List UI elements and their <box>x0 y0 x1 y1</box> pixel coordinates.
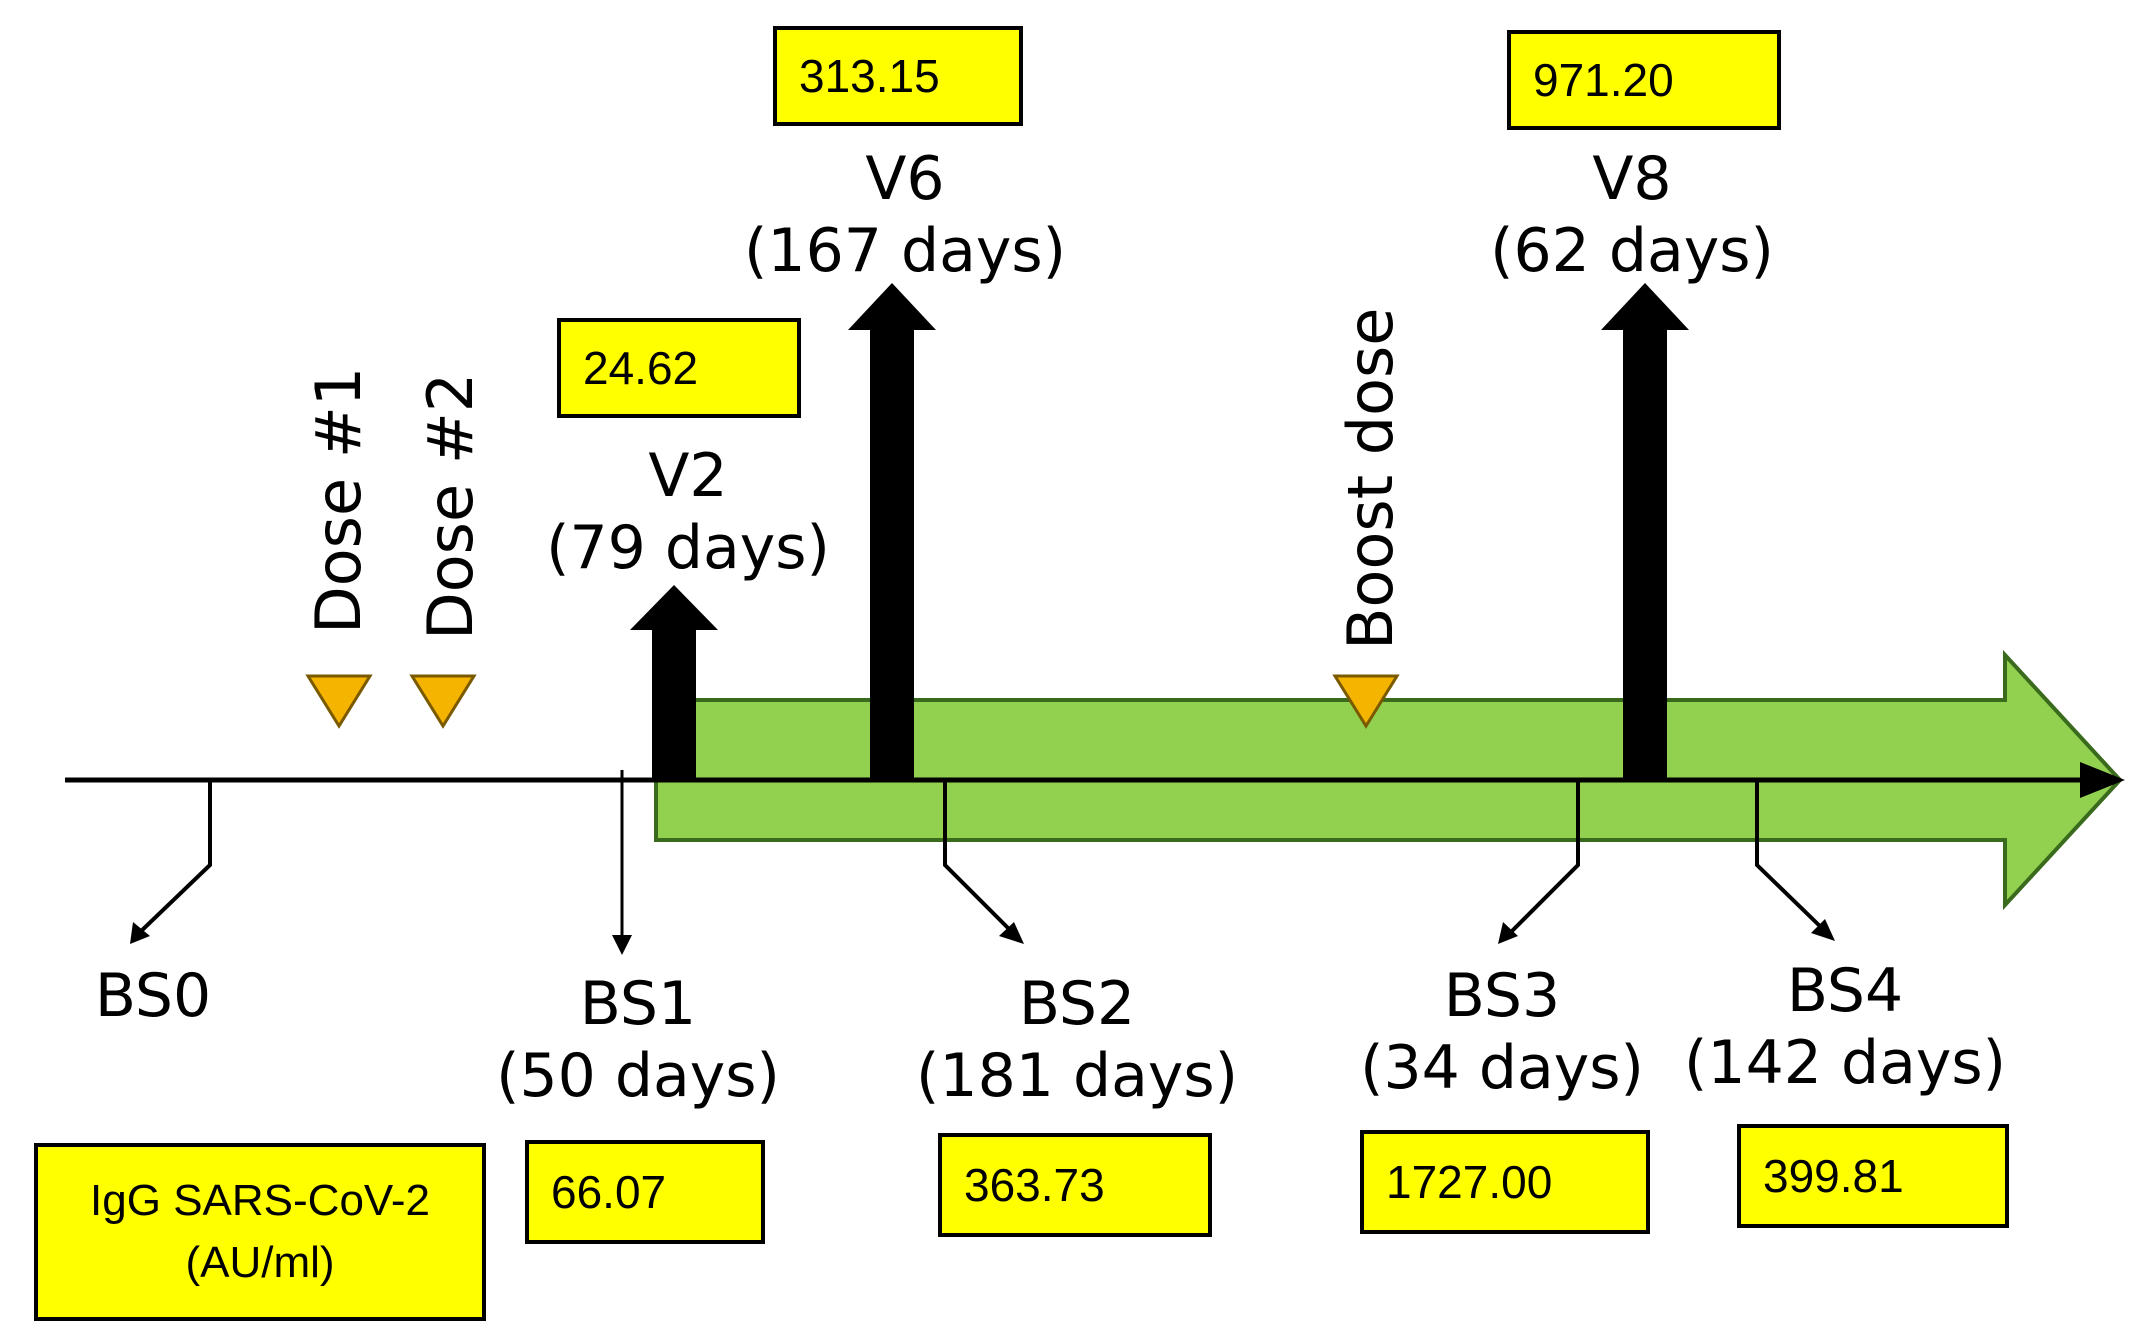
v6-label: V6 (167 days) <box>744 143 1066 287</box>
bs3-connector <box>1498 780 1580 944</box>
v8-value: 971.20 <box>1533 54 1674 106</box>
v2-label: V2 (79 days) <box>546 440 830 584</box>
v6-arrow <box>848 283 936 780</box>
bs0-label: BS0 <box>95 960 211 1032</box>
timeline-arrowhead <box>2080 762 2125 798</box>
bs4-value-box: 399.81 <box>1737 1124 2009 1228</box>
v8-value-box: 971.20 <box>1507 30 1781 130</box>
bs1-interval: (50 days) <box>496 1041 780 1111</box>
bs4-connector <box>1755 780 1835 941</box>
bs2-name: BS2 <box>1018 969 1136 1039</box>
bs2-value: 363.73 <box>964 1159 1105 1211</box>
bs1-connector <box>612 770 632 955</box>
legend-line-2: (AU/ml) <box>185 1238 335 1287</box>
bs4-name: BS4 <box>1786 956 1904 1026</box>
bs2-value-box: 363.73 <box>938 1133 1212 1237</box>
bs1-name: BS1 <box>579 969 697 1039</box>
v6-interval: (167 days) <box>743 216 1067 286</box>
bs2-connector <box>943 780 1024 944</box>
v2-value-box: 24.62 <box>557 318 801 418</box>
bs1-value-box: 66.07 <box>525 1140 765 1244</box>
v2-interval: (79 days) <box>546 513 830 583</box>
bs1-value: 66.07 <box>551 1166 667 1218</box>
v8-interval: (62 days) <box>1490 216 1774 286</box>
bs4-interval: (142 days) <box>1683 1028 2007 1098</box>
dose-1-label: Dose #1 <box>302 366 375 634</box>
v8-arrow <box>1601 283 1689 780</box>
bs4-value: 399.81 <box>1763 1150 1904 1202</box>
bs3-name: BS3 <box>1443 961 1561 1031</box>
v2-value: 24.62 <box>583 342 699 394</box>
bs1-label: BS1 (50 days) <box>496 968 780 1112</box>
bs3-interval: (34 days) <box>1360 1033 1644 1103</box>
v2-arrow <box>630 585 718 780</box>
bs2-interval: (181 days) <box>915 1041 1239 1111</box>
legend-line-1: IgG SARS-CoV-2 <box>90 1176 430 1225</box>
v6-value: 313.15 <box>799 50 940 102</box>
dose-2-marker <box>409 674 477 729</box>
boost-dose-label: Boost dose <box>1334 307 1407 650</box>
bs3-value: 1727.00 <box>1386 1156 1553 1208</box>
boost-dose-marker <box>1332 674 1400 729</box>
bs0-name: BS0 <box>94 961 212 1031</box>
bs3-value-box: 1727.00 <box>1360 1130 1650 1234</box>
bs4-label: BS4 (142 days) <box>1684 955 2006 1099</box>
v8-name: V8 <box>1592 144 1672 214</box>
v2-name: V2 <box>648 441 728 511</box>
v6-value-box: 313.15 <box>773 26 1023 126</box>
v6-name: V6 <box>865 144 945 214</box>
bs3-label: BS3 (34 days) <box>1360 960 1644 1104</box>
dose-2-label: Dose #2 <box>414 372 487 640</box>
bs2-label: BS2 (181 days) <box>916 968 1238 1112</box>
bs0-connector <box>130 780 212 944</box>
v8-label: V8 (62 days) <box>1490 143 1774 287</box>
dose-1-marker <box>305 674 373 729</box>
legend-box: IgG SARS-CoV-2 (AU/ml) <box>34 1143 486 1321</box>
